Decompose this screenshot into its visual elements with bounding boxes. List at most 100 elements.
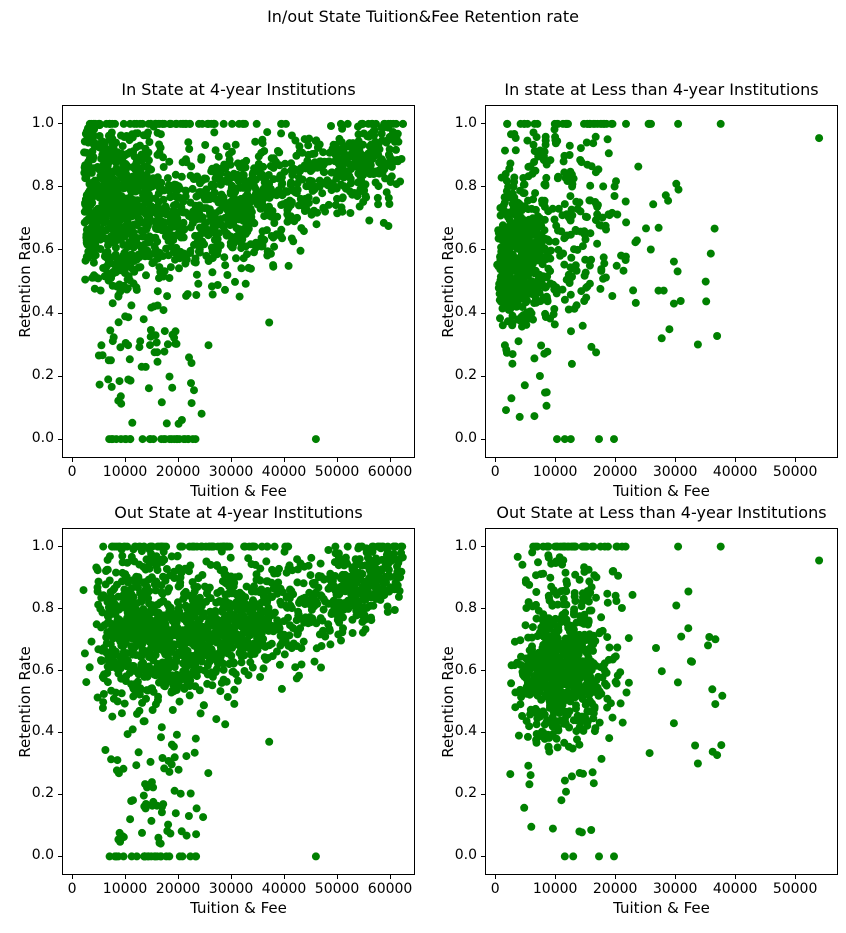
data-point — [143, 672, 152, 681]
data-point — [120, 269, 129, 277]
data-point — [103, 597, 112, 606]
data-point — [161, 435, 170, 444]
data-point — [361, 625, 370, 634]
data-point — [219, 193, 228, 202]
data-point — [351, 555, 360, 564]
data-point — [597, 613, 606, 622]
x-tick — [614, 875, 616, 879]
scatter-points — [80, 119, 407, 444]
data-point — [496, 265, 505, 274]
data-point — [319, 148, 328, 157]
data-point — [147, 573, 156, 582]
data-point — [529, 195, 538, 204]
data-point — [377, 123, 386, 132]
data-point — [191, 258, 200, 267]
data-point — [188, 620, 197, 629]
data-point — [221, 570, 230, 579]
data-point — [148, 259, 157, 268]
data-point — [376, 595, 385, 604]
data-point — [301, 200, 310, 208]
data-point — [333, 194, 341, 203]
data-point — [127, 183, 135, 192]
data-point — [142, 800, 150, 808]
data-point — [518, 667, 527, 676]
data-point — [130, 606, 138, 615]
data-point — [107, 128, 116, 137]
x-tick — [389, 458, 391, 462]
data-point — [237, 264, 246, 273]
data-point — [390, 606, 399, 614]
data-point — [313, 143, 322, 152]
data-point — [539, 253, 548, 262]
data-point — [558, 211, 567, 220]
x-tick-label: 0 — [490, 881, 500, 897]
data-point — [143, 131, 152, 140]
data-point — [289, 639, 298, 648]
data-point — [565, 141, 574, 150]
data-point — [507, 229, 516, 238]
x-tick-label: 30000 — [652, 464, 698, 480]
data-point — [595, 435, 603, 444]
data-point — [701, 277, 710, 286]
data-point — [705, 633, 714, 641]
data-point — [112, 232, 121, 241]
data-point — [552, 734, 561, 743]
data-point — [572, 618, 581, 627]
data-point — [597, 689, 606, 698]
data-point — [90, 271, 98, 280]
data-point — [324, 546, 333, 554]
data-point — [529, 657, 538, 666]
data-point — [587, 162, 596, 171]
data-point — [220, 253, 229, 262]
data-point — [356, 575, 365, 584]
data-point — [293, 213, 302, 222]
data-point — [163, 827, 172, 835]
data-point — [123, 542, 132, 551]
data-point — [496, 227, 505, 236]
data-point — [173, 193, 182, 202]
data-point — [548, 713, 557, 722]
data-point — [572, 227, 581, 235]
data-point — [135, 252, 144, 260]
data-point — [140, 852, 149, 861]
data-point — [262, 226, 271, 235]
data-point — [158, 754, 167, 762]
data-point — [235, 649, 244, 657]
data-point — [611, 591, 620, 600]
data-point — [267, 639, 276, 648]
data-point — [310, 657, 319, 666]
data-point — [154, 119, 163, 128]
data-point — [273, 212, 282, 221]
data-point — [235, 183, 244, 192]
data-point — [590, 704, 599, 713]
data-point — [263, 128, 272, 137]
data-point — [95, 132, 104, 140]
data-point — [87, 179, 96, 187]
y-tick — [481, 438, 485, 440]
data-point — [102, 567, 110, 575]
data-point — [560, 776, 569, 785]
data-point — [603, 633, 612, 642]
data-point — [121, 656, 130, 665]
data-point — [246, 198, 255, 207]
data-point — [494, 234, 503, 243]
data-point — [383, 542, 392, 551]
data-point — [189, 175, 198, 183]
data-point — [382, 572, 391, 581]
x-tick — [71, 458, 73, 462]
data-point — [610, 852, 618, 861]
data-point — [193, 602, 202, 611]
data-point — [383, 607, 392, 616]
data-point — [128, 418, 137, 427]
data-point — [128, 725, 137, 734]
data-point — [165, 274, 174, 282]
data-point — [165, 607, 174, 616]
data-point — [567, 177, 576, 186]
data-point — [371, 169, 380, 177]
data-point — [160, 347, 169, 356]
y-tick — [481, 793, 485, 795]
data-point — [119, 240, 128, 249]
data-point — [111, 205, 120, 214]
y-tick-label: 0.4 — [31, 723, 54, 740]
data-point — [120, 222, 129, 231]
